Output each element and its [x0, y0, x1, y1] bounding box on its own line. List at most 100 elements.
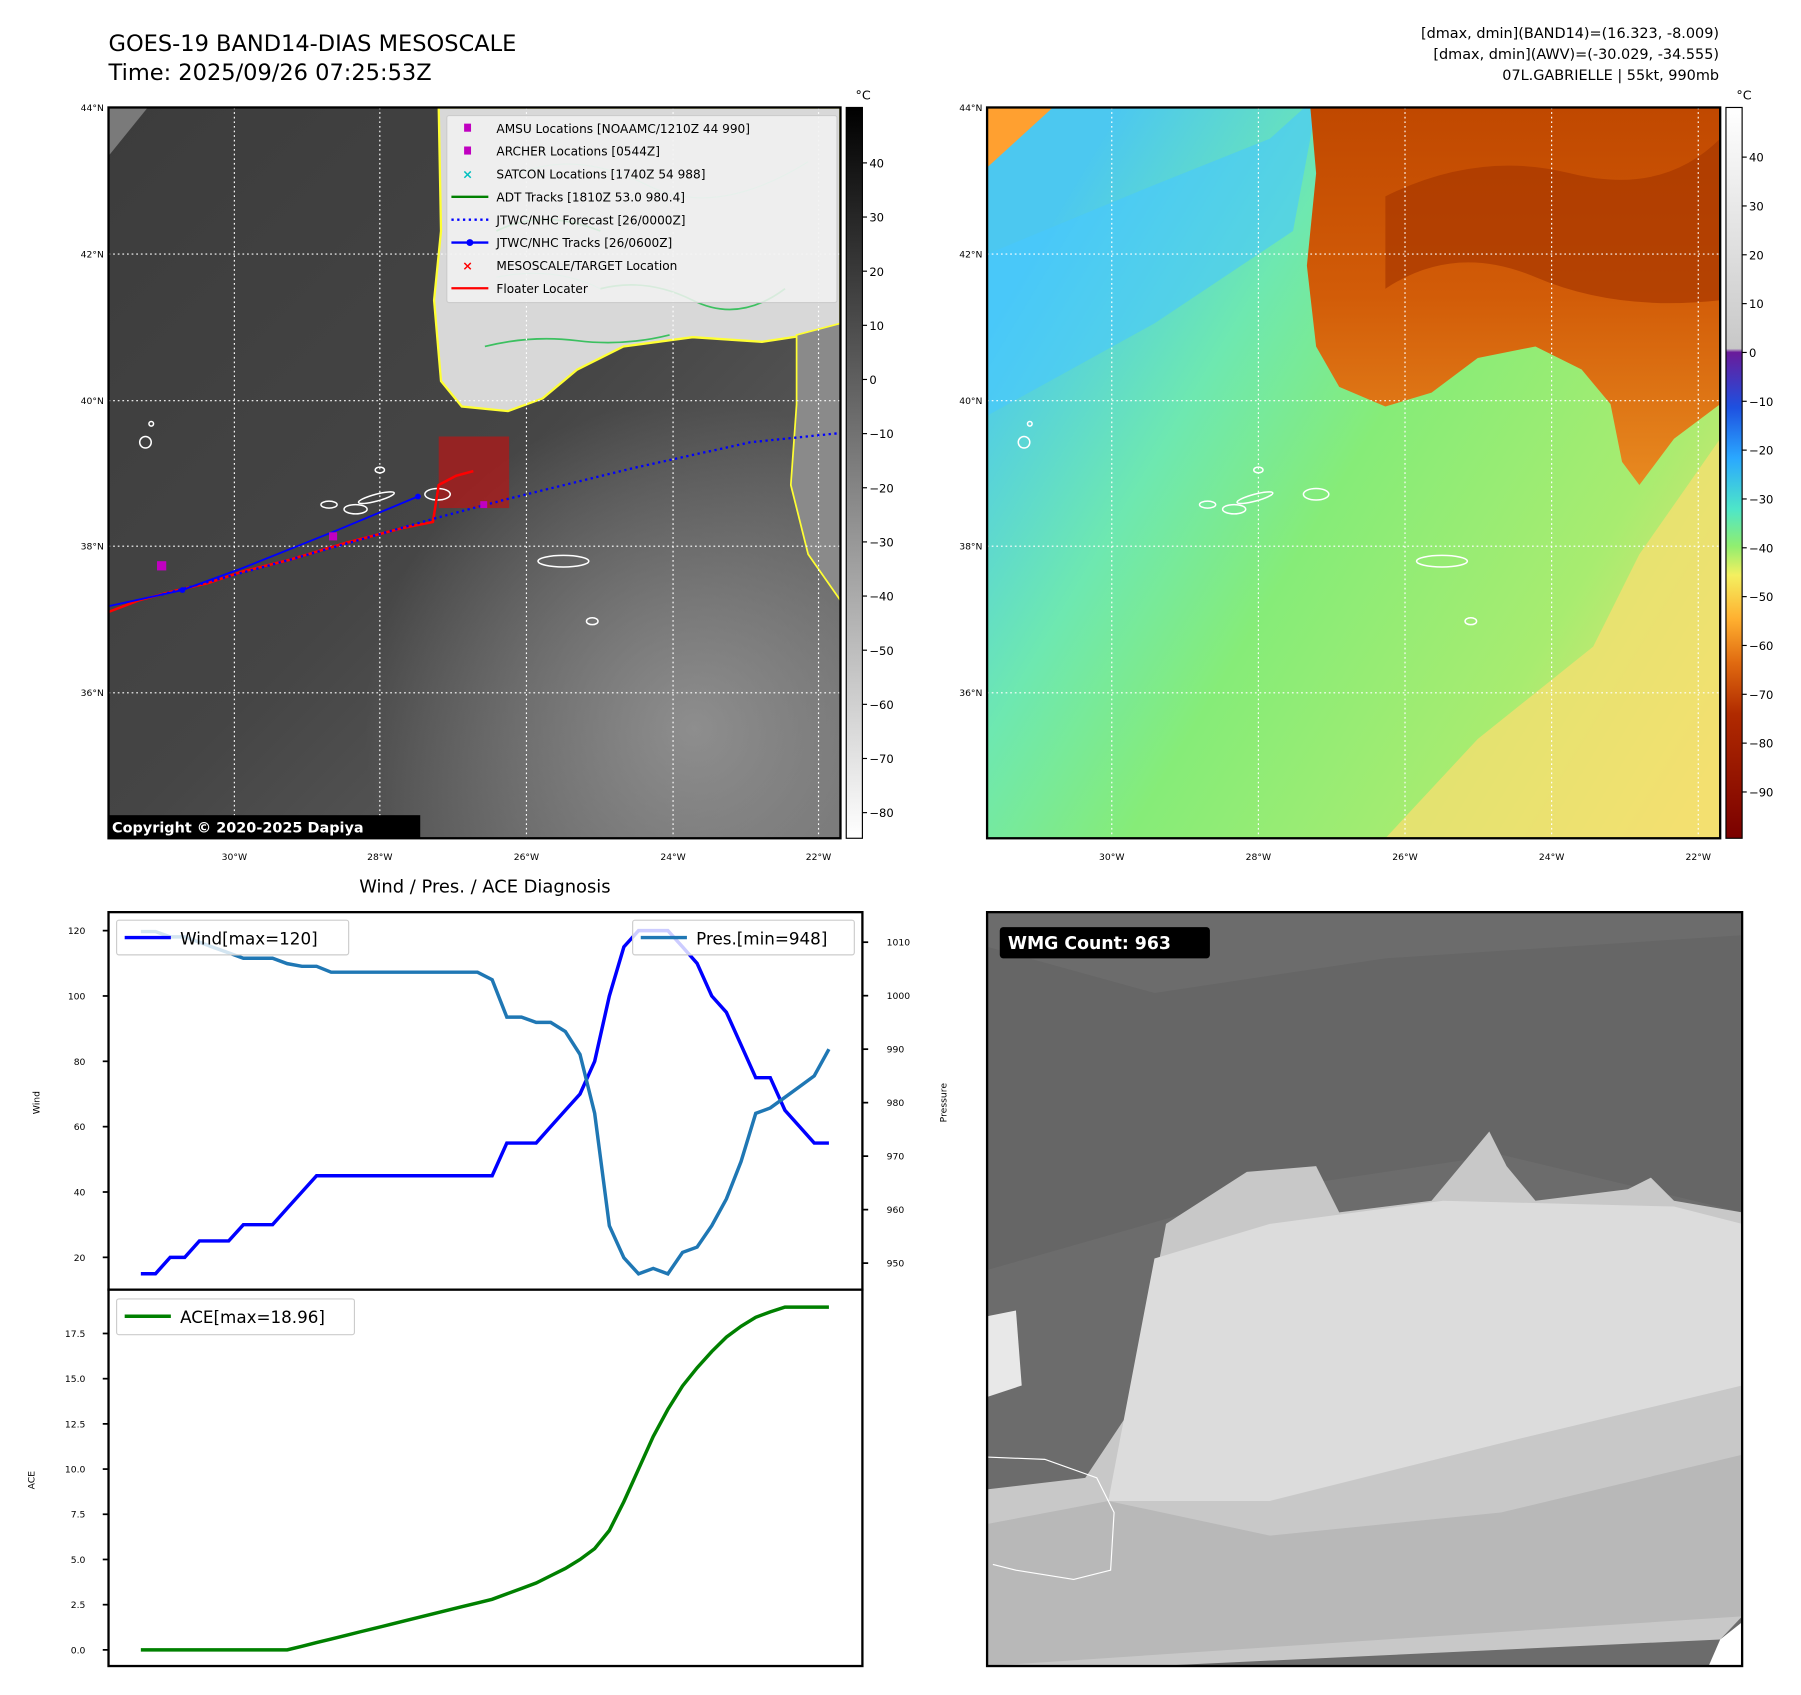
colorbar-tick-label: −50 [1749, 590, 1773, 604]
lat-label: 38°N [81, 542, 104, 553]
pressure-axis-label: Pressure [939, 1083, 950, 1123]
wind-pressure-axes [107, 910, 864, 1291]
ir-colorbar-unit: °C [855, 87, 870, 102]
lon-label: 30°W [222, 852, 247, 863]
colorbar-tick-label: −10 [1749, 395, 1773, 409]
colorbar-tick-label: −60 [869, 698, 893, 712]
colorbar-tick-label: 20 [869, 265, 884, 279]
legend-label: Floater Locater [496, 282, 587, 296]
legend-x-icon: × [462, 167, 473, 182]
lon-label: 22°W [806, 852, 831, 863]
legend-square-icon [464, 146, 472, 155]
legend-label: ADT Tracks [1810Z 53.0 980.4] [496, 190, 685, 204]
pressure-tick-label: 950 [887, 1259, 905, 1270]
ir-axis-labels: 44°N 42°N 40°N 38°N 36°N 30°W 28°W 26°W 24°W 22°W [81, 103, 832, 863]
lat-label: 44°N [959, 103, 982, 114]
wind-tick-label: 120 [68, 926, 86, 937]
wind-tick-label: 60 [74, 1122, 86, 1133]
wmg-coastline [987, 1456, 1115, 1581]
wmg-count-box [999, 927, 1210, 959]
figure-time: Time: 2025/09/26 07:25:53Z [108, 60, 432, 86]
wv-colorbar-unit: °C [1736, 87, 1751, 102]
colorbar-tick-label: −20 [869, 481, 893, 495]
lon-label: 26°W [1392, 852, 1417, 863]
wind-tick-label: 40 [74, 1187, 86, 1198]
colorbar-tick-label: −40 [1749, 541, 1773, 555]
legend-square-icon [464, 123, 472, 132]
colorbar-tick-label: 0 [869, 373, 876, 387]
ace-tick-label: 12.5 [65, 1419, 86, 1430]
storm-info: 07L.GABRIELLE | 55kt, 990mb [1502, 68, 1719, 84]
ace-tick-label: 7.5 [71, 1510, 86, 1521]
jtwc-track-point [179, 587, 186, 593]
ace-legend: ACE[max=18.96] [116, 1298, 356, 1336]
colorbar-tick-label: 30 [869, 211, 884, 225]
lat-label: 42°N [81, 250, 104, 261]
wv-dry-slot-blue [987, 107, 1317, 416]
pressure-tick-label: 990 [887, 1045, 905, 1056]
colorbar-tick-label: 20 [1749, 248, 1764, 262]
lon-label: 28°W [367, 852, 392, 863]
colorbar-tick-label: −50 [869, 644, 893, 658]
jtwc-nhc-track [108, 495, 419, 608]
wmg-count-label: WMG Count: 963 [1008, 934, 1171, 954]
amsu-location-marker [329, 532, 338, 541]
ace-axes [107, 1288, 864, 1668]
ace-axis-label: ACE [27, 1471, 38, 1490]
wind-tick-label: 20 [74, 1253, 86, 1264]
wv-map-frame [985, 106, 1722, 840]
wmg-frame [985, 910, 1744, 1668]
pressure-series-line [140, 929, 831, 1276]
pressure-tick-label: 970 [887, 1152, 905, 1163]
lon-label: 28°W [1246, 852, 1271, 863]
lat-label: 36°N [959, 688, 982, 699]
chart-marks: 20 40 60 80 100 120 950 960 970 980 990 1000 1010 0.0… [65, 926, 910, 1656]
ace-tick-label: 17.5 [65, 1329, 86, 1340]
wind-series-line [140, 928, 829, 1276]
jtwc-nhc-forecast-track [161, 431, 841, 596]
colorbar-tick-label: 10 [869, 319, 884, 333]
legend-label: JTWC/NHC Tracks [26/0600Z] [495, 236, 672, 250]
ir-colorbar [845, 106, 863, 839]
legend-label: MESOSCALE/TARGET Location [496, 259, 677, 273]
legend-label: JTWC/NHC Forecast [26/0000Z] [495, 213, 685, 227]
jtwc-track-point [415, 493, 421, 500]
pressure-tick-label: 960 [887, 1205, 905, 1216]
colorbar-tick-label: −30 [869, 536, 893, 550]
pressure-tick-label: 1000 [887, 991, 911, 1002]
wind-tick-label: 100 [68, 991, 86, 1002]
lat-label: 40°N [959, 396, 982, 407]
copyright-text: Copyright © 2020-2025 Dapiya [112, 820, 364, 836]
wv-cold-core [1385, 138, 1721, 304]
ir-map-frame [107, 106, 842, 840]
ace-tick-label: 10.0 [65, 1465, 86, 1476]
lat-label: 42°N [959, 250, 982, 261]
colorbar-tick-label: 40 [869, 157, 884, 171]
legend-dot-icon [466, 239, 474, 247]
wind-legend: Wind[max=120] [116, 919, 350, 956]
colorbar-tick-label: 30 [1749, 200, 1764, 214]
wind-tick-label: 80 [74, 1057, 86, 1068]
lat-label: 36°N [81, 688, 104, 699]
lon-label: 26°W [514, 852, 539, 863]
ace-tick-label: 15.0 [65, 1374, 86, 1385]
wv-colorbar [1725, 106, 1743, 839]
wind-axis-label: Wind [31, 1091, 42, 1114]
colorbar-tick-label: −70 [1749, 688, 1773, 702]
colorbar-tick-label: −80 [869, 806, 893, 820]
lat-label: 38°N [959, 542, 982, 553]
colorbar-tick-label: −90 [1749, 786, 1773, 800]
wind-legend-label: Wind[max=120] [180, 928, 318, 948]
lon-label: 22°W [1686, 852, 1711, 863]
colorbar-tick-label: −40 [869, 590, 893, 604]
ir-cloud-band [789, 322, 841, 602]
colorbar-tick-label: −60 [1749, 639, 1773, 653]
colorbar-tick-label: −80 [1749, 737, 1773, 751]
pressure-legend-label: Pres.[min=948] [696, 928, 827, 948]
legend-x-icon: × [462, 258, 473, 273]
legend-label: AMSU Locations [NOAAMC/1210Z 44 990] [496, 122, 750, 136]
ace-tick-label: 0.0 [71, 1645, 86, 1656]
colorbar-tick-label: −10 [869, 427, 893, 441]
colorbar-tick-label: 0 [1749, 346, 1756, 360]
amsu-location-marker [480, 501, 488, 509]
